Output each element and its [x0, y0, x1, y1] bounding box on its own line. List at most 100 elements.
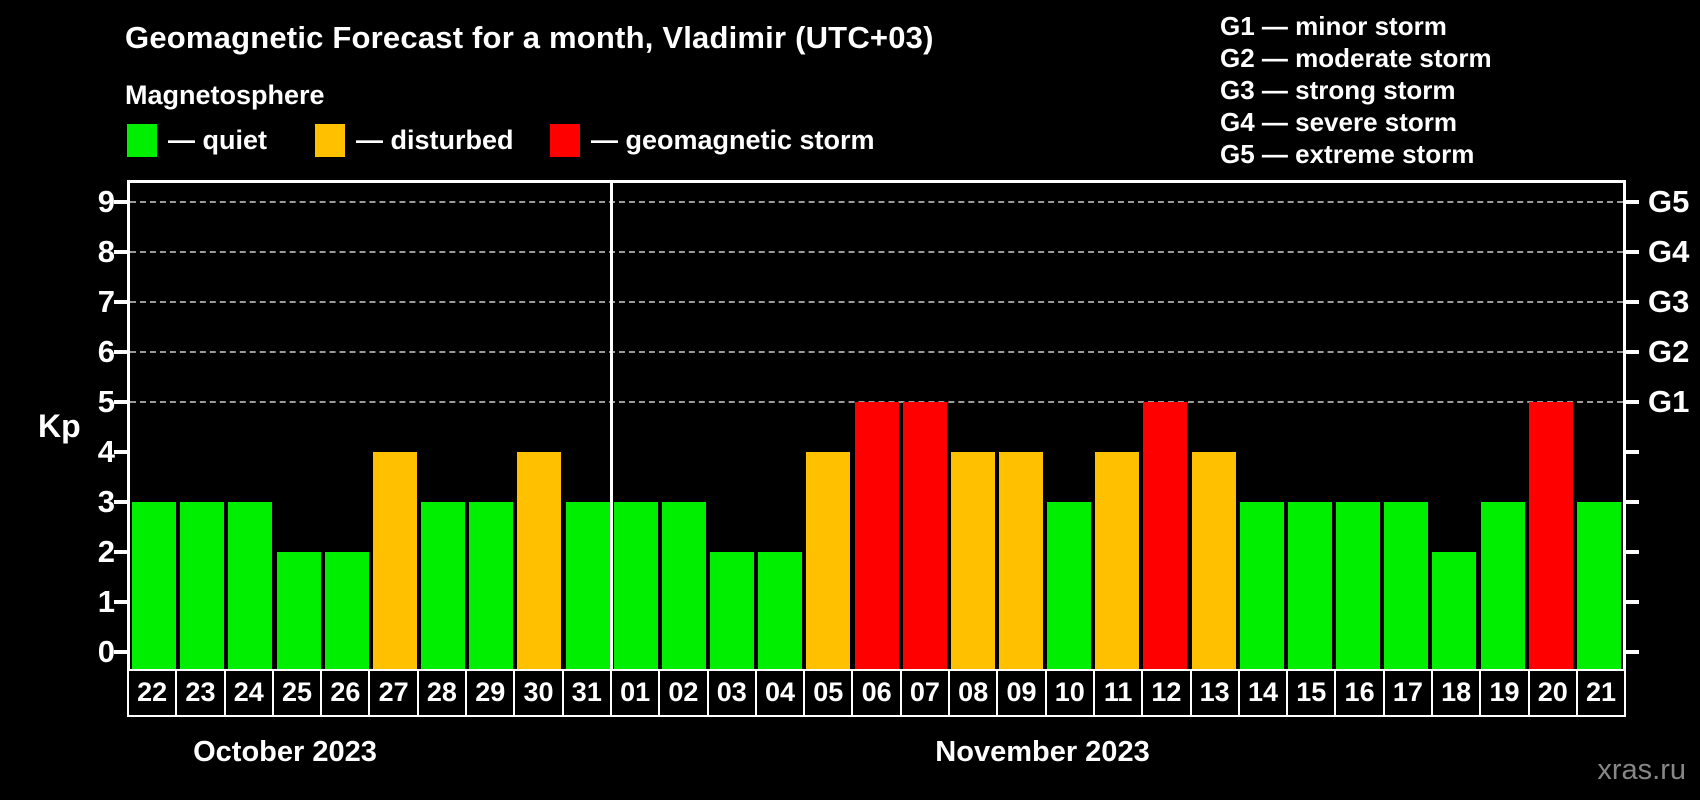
y-tick-left-3 — [114, 500, 127, 504]
bar-day-31 — [565, 502, 610, 669]
y-tick-label-9: 9 — [97, 184, 115, 219]
y-tick-right-9 — [1626, 200, 1639, 204]
gridline-kp-7 — [130, 301, 1623, 303]
day-label-04: 04 — [754, 669, 806, 717]
day-label-13: 13 — [1189, 669, 1240, 717]
g-level-label-g2: G2 — [1648, 334, 1690, 369]
bar-day-08 — [950, 452, 995, 669]
day-label-09: 09 — [996, 669, 1047, 717]
bar-day-22 — [132, 502, 177, 669]
g-level-label-g3: G3 — [1648, 284, 1690, 319]
y-tick-right-6 — [1626, 350, 1639, 354]
y-tick-left-1 — [114, 600, 127, 604]
y-tick-label-7: 7 — [97, 284, 115, 319]
day-label-row: 22 23 24 25 26 27 28 29 30 31 01 02 03 04 05 06 07 08 09 10… — [127, 669, 1627, 717]
legend-item-quiet: — quiet — [127, 124, 267, 157]
y-tick-label-5: 5 — [97, 384, 115, 419]
y-axis-title: Kp — [38, 408, 81, 444]
y-tick-left-5 — [114, 400, 127, 404]
storm-scale-legend: G1 — minor storm G2 — moderate storm G3 … — [1220, 10, 1492, 170]
legend-item-disturbed: — disturbed — [315, 124, 514, 157]
bar-day-28 — [421, 502, 466, 669]
day-label-11: 11 — [1092, 669, 1144, 717]
gridline-kp-9 — [130, 201, 1623, 203]
y-tick-right-3 — [1626, 500, 1639, 504]
g-level-label-g1: G1 — [1648, 384, 1690, 419]
y-tick-left-7 — [114, 300, 127, 304]
day-label-14: 14 — [1237, 669, 1289, 717]
y-tick-right-7 — [1626, 300, 1639, 304]
day-label-18: 18 — [1431, 669, 1482, 717]
legend-swatch-storm — [550, 124, 580, 157]
legend-label-storm: — geomagnetic storm — [591, 125, 875, 155]
y-tick-left-0 — [114, 650, 127, 654]
y-tick-label-3: 3 — [97, 484, 115, 519]
day-label-07: 07 — [899, 669, 951, 717]
bar-day-05 — [806, 452, 851, 669]
y-tick-left-2 — [114, 550, 127, 554]
bar-day-01 — [613, 502, 658, 669]
chart-title: Geomagnetic Forecast for a month, Vladim… — [125, 20, 934, 55]
y-tick-label-6: 6 — [97, 334, 115, 369]
y-tick-right-8 — [1626, 250, 1639, 254]
bar-day-23 — [180, 502, 225, 669]
month-label-november: November 2023 — [935, 736, 1150, 768]
gridline-kp-6 — [130, 351, 1623, 353]
bar-day-25 — [276, 552, 321, 669]
bar-day-24 — [228, 502, 273, 669]
day-label-31: 31 — [561, 669, 612, 717]
day-label-10: 10 — [1044, 669, 1095, 717]
bar-day-19 — [1480, 502, 1525, 669]
watermark: xras.ru — [1597, 754, 1686, 786]
bar-day-18 — [1432, 552, 1477, 669]
bar-day-20 — [1528, 402, 1573, 669]
day-label-25: 25 — [271, 669, 323, 717]
day-label-05: 05 — [803, 669, 854, 717]
day-label-08: 08 — [948, 669, 999, 717]
legend-swatch-quiet — [127, 124, 157, 157]
bar-day-26 — [324, 552, 369, 669]
y-tick-left-8 — [114, 250, 127, 254]
bar-day-17 — [1384, 502, 1429, 669]
day-label-12: 12 — [1141, 669, 1192, 717]
bar-day-27 — [372, 452, 417, 669]
storm-scale-g4: G4 — severe storm — [1220, 107, 1458, 137]
y-tick-label-8: 8 — [97, 234, 115, 269]
legend-item-storm: — geomagnetic storm — [550, 124, 875, 157]
y-tick-label-4: 4 — [97, 434, 115, 469]
bar-day-21 — [1576, 502, 1621, 669]
y-tick-left-4 — [114, 450, 127, 454]
day-label-28: 28 — [416, 669, 468, 717]
legend-label-quiet: — quiet — [168, 125, 267, 155]
bar-day-09 — [998, 452, 1043, 669]
y-tick-label-0: 0 — [97, 634, 115, 669]
bar-day-15 — [1287, 502, 1332, 669]
y-tick-right-2 — [1626, 550, 1639, 554]
day-label-22: 22 — [127, 669, 178, 717]
g-level-label-g5: G5 — [1648, 184, 1690, 219]
bar-day-02 — [661, 502, 706, 669]
chart-subtitle: Magnetosphere — [125, 80, 325, 110]
y-tick-label-1: 1 — [97, 584, 115, 619]
month-label-october: October 2023 — [193, 736, 377, 768]
day-label-01: 01 — [609, 669, 661, 717]
bar-day-06 — [854, 402, 899, 669]
day-label-19: 19 — [1479, 669, 1530, 717]
day-label-02: 02 — [658, 669, 709, 717]
day-label-23: 23 — [175, 669, 226, 717]
g-level-label-g4: G4 — [1648, 234, 1690, 269]
day-label-27: 27 — [368, 669, 419, 717]
gridline-kp-8 — [130, 251, 1623, 253]
bar-day-12 — [1143, 402, 1188, 669]
plot-area — [127, 180, 1626, 672]
y-tick-left-9 — [114, 200, 127, 204]
day-label-17: 17 — [1382, 669, 1434, 717]
bar-day-29 — [469, 502, 514, 669]
bar-day-14 — [1239, 502, 1284, 669]
bar-day-04 — [758, 552, 803, 669]
month-divider — [610, 183, 614, 669]
bar-day-16 — [1336, 502, 1381, 669]
y-tick-right-4 — [1626, 450, 1639, 454]
bar-day-03 — [710, 552, 755, 669]
